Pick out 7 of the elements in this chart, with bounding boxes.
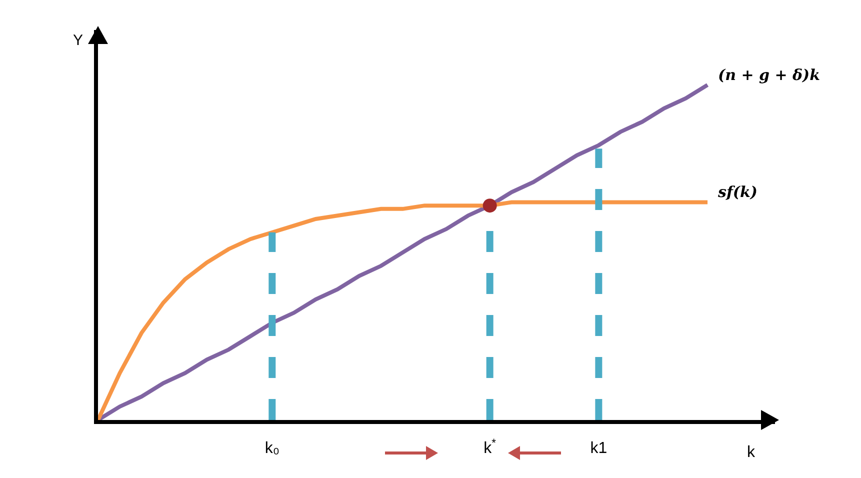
- x-axis-title: k: [747, 444, 756, 461]
- x-tick-label: k$^{*}$: [484, 437, 497, 458]
- y-axis-title: Y: [73, 32, 84, 49]
- x-tick-label: k1: [590, 440, 608, 458]
- x-tick-label: k₀: [264, 440, 280, 458]
- series-label: sf(k): [718, 183, 758, 201]
- series-label: (n + g + δ)k: [718, 66, 820, 84]
